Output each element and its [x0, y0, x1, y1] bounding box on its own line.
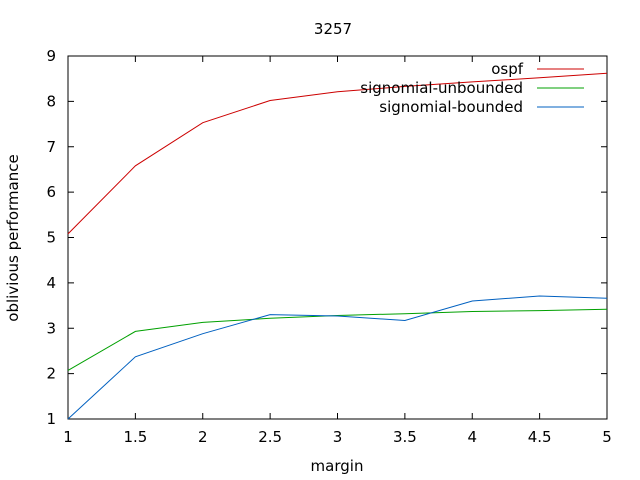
- legend-label-signomial-bounded: signomial-bounded: [379, 98, 523, 116]
- plot-frame: [67, 55, 608, 420]
- x-tick-label: 3.5: [393, 428, 417, 446]
- y-tick-label: 6: [46, 183, 56, 201]
- y-axis-label: oblivious performance: [4, 154, 22, 321]
- y-tick-labels: 1 2 3 4 5 6 7 8 9: [46, 47, 56, 428]
- x-tick-label: 3: [333, 428, 343, 446]
- legend-label-signomial-unbounded: signomial-unbounded: [360, 79, 523, 97]
- x-tick-label: 5: [602, 428, 612, 446]
- x-tick-label: 1.5: [123, 428, 147, 446]
- y-tick-label: 1: [46, 410, 56, 428]
- x-tick-label: 2: [198, 428, 208, 446]
- y-tick-label: 5: [46, 229, 56, 247]
- series-line-signomial-bounded: [67, 295, 608, 420]
- axis-ticks: [67, 55, 608, 420]
- series-lines: [67, 72, 608, 420]
- series-line-signomial-unbounded: [67, 308, 608, 371]
- y-tick-label: 9: [46, 47, 56, 65]
- chart-title: 3257: [314, 20, 352, 38]
- y-tick-label: 4: [46, 274, 56, 292]
- legend-label-ospf: ospf: [491, 60, 524, 78]
- x-tick-labels: 1 1.5 2 2.5 3 3.5 4 4.5 5: [63, 428, 612, 446]
- x-tick-label: 4: [467, 428, 477, 446]
- x-tick-label: 1: [63, 428, 73, 446]
- y-tick-label: 2: [46, 365, 56, 383]
- x-tick-label: 2.5: [258, 428, 282, 446]
- y-tick-label: 8: [46, 92, 56, 110]
- series-line-ospf: [67, 72, 608, 235]
- y-tick-label: 7: [46, 138, 56, 156]
- x-tick-label: 4.5: [528, 428, 552, 446]
- x-axis-label: margin: [311, 457, 364, 475]
- y-tick-label: 3: [46, 319, 56, 337]
